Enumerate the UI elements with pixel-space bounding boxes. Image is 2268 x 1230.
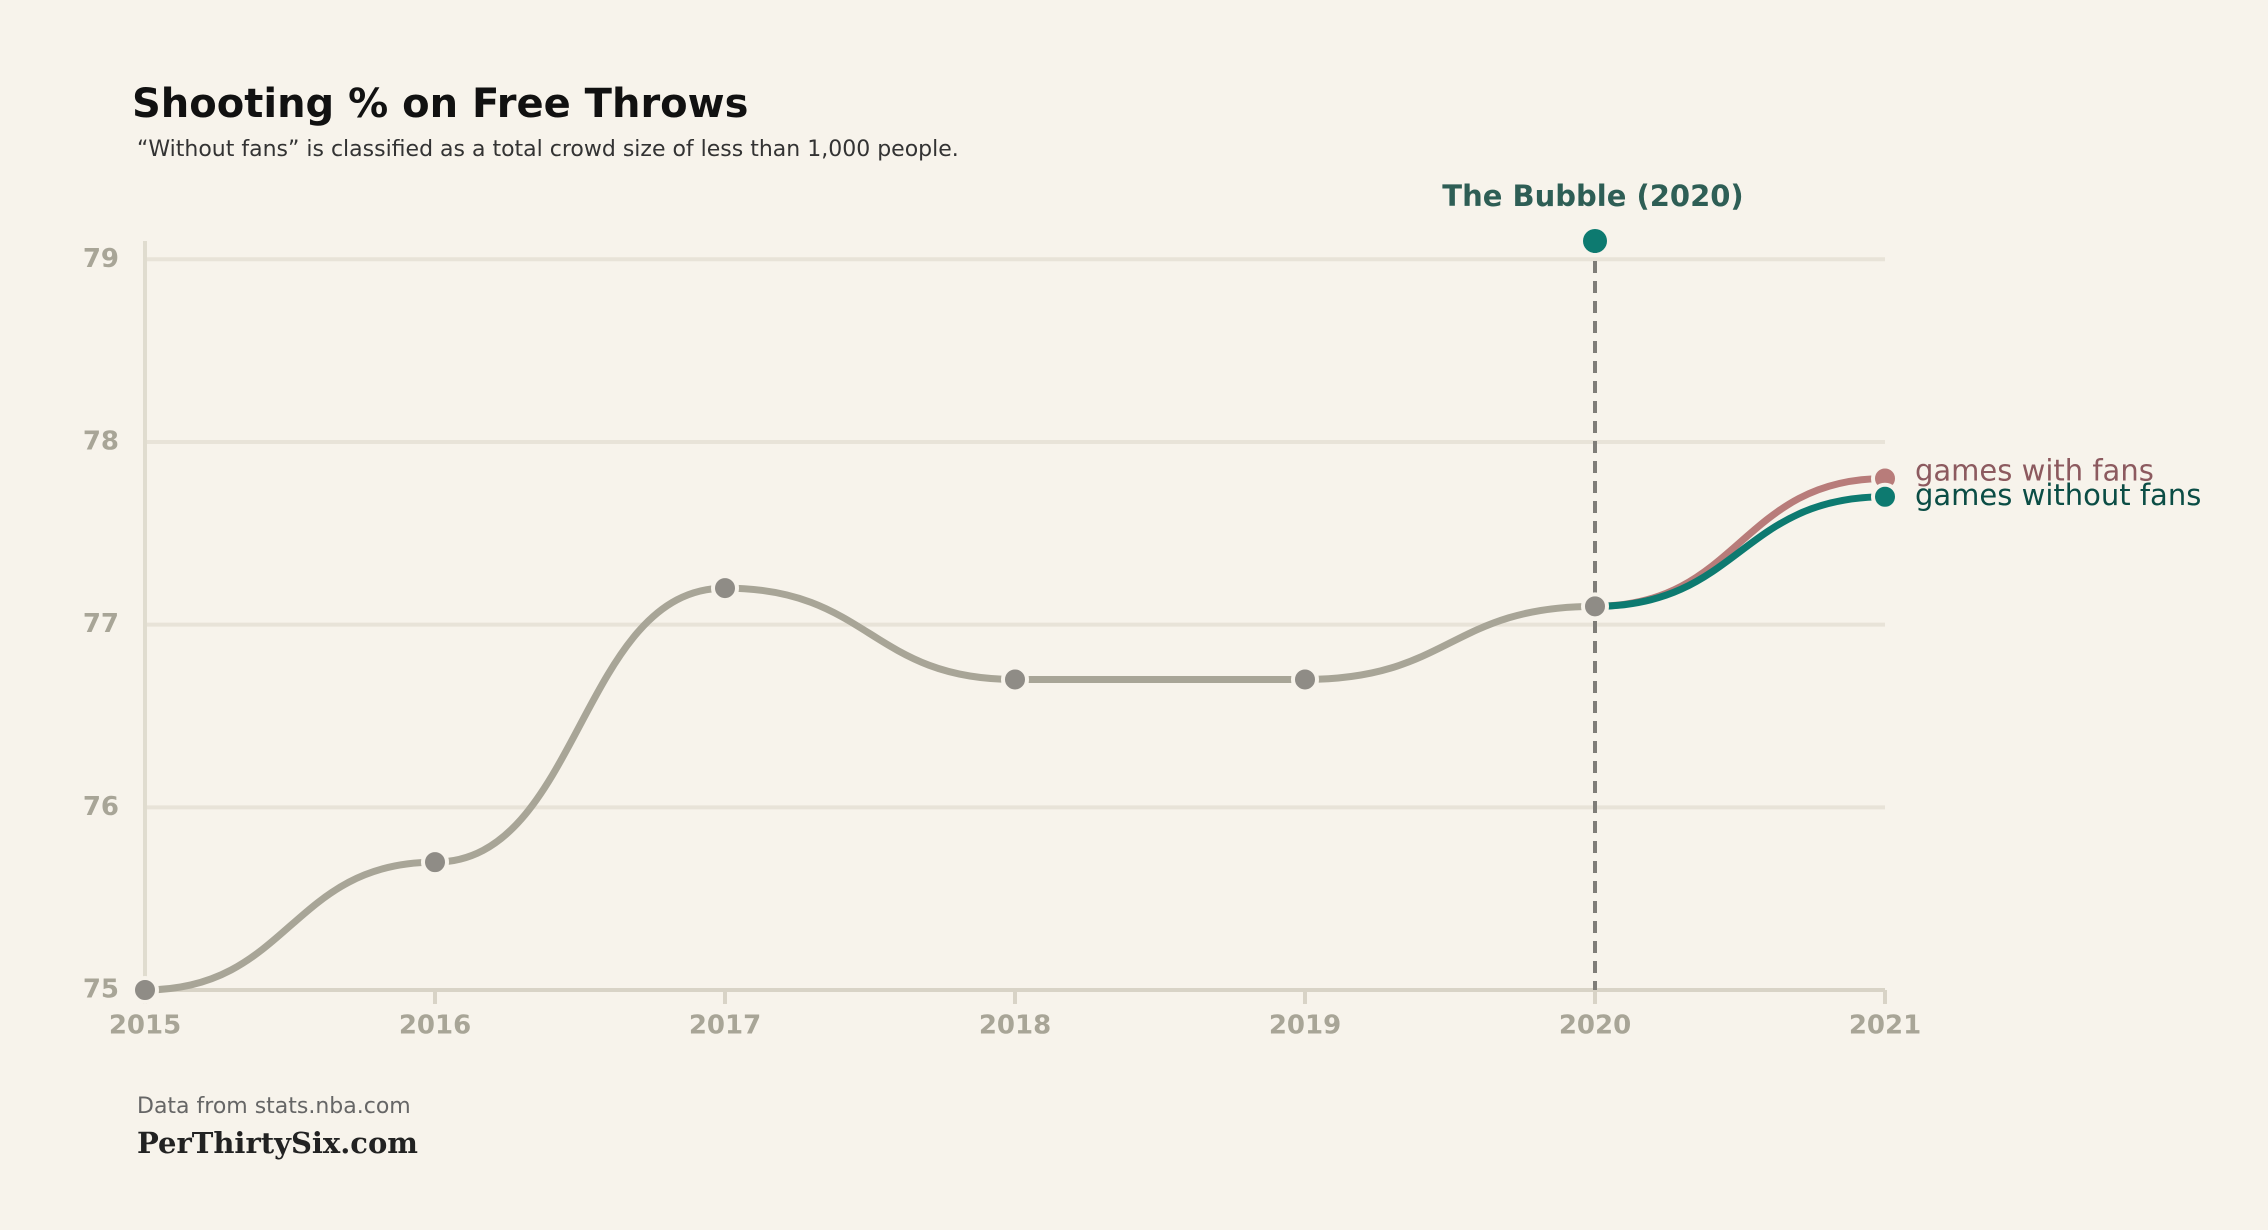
series-label: games without fans — [1915, 478, 2201, 512]
x-tick-label: 2021 — [1849, 1011, 1921, 1041]
x-tick-label: 2018 — [979, 1011, 1051, 1041]
annotation-label: The Bubble (2020) — [1442, 179, 1743, 213]
x-tick-label: 2017 — [689, 1011, 761, 1041]
y-tick-label: 79 — [83, 244, 119, 274]
data-point — [1581, 592, 1609, 621]
y-tick-label: 78 — [83, 426, 119, 456]
data-point — [131, 976, 159, 1004]
series-line — [1591, 493, 1889, 610]
chart-subtitle: “Without fans” is classified as a total … — [137, 137, 959, 162]
y-tick-label: 76 — [83, 792, 119, 822]
chart-title: Shooting % on Free Throws — [132, 81, 748, 127]
data-point — [1871, 482, 1899, 511]
x-tick-label: 2019 — [1269, 1011, 1341, 1041]
y-tick-label: 77 — [83, 609, 119, 639]
annotation-point — [1583, 229, 1607, 253]
series-label: games with fans — [1915, 453, 2154, 487]
brand: PerThirtySix.com — [137, 1126, 418, 1160]
data-point — [1001, 665, 1029, 694]
x-tick-label: 2015 — [109, 1011, 181, 1041]
source: Data from stats.nba.com — [137, 1094, 411, 1119]
series-line — [141, 584, 1599, 994]
y-tick-label: 75 — [83, 975, 119, 1005]
x-tick-label: 2020 — [1559, 1011, 1631, 1041]
data-point — [1291, 665, 1319, 694]
x-tick-label: 2016 — [399, 1011, 471, 1041]
data-point — [711, 574, 739, 603]
data-point — [421, 848, 449, 877]
